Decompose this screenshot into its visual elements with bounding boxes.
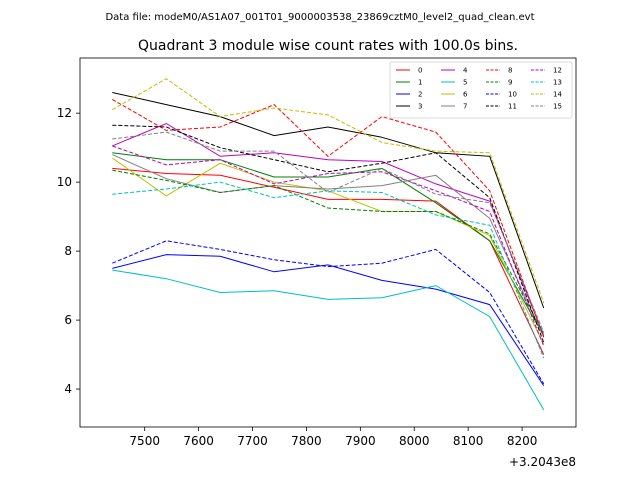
legend-label-4: 4 <box>463 67 468 75</box>
x-tick-label: 8100 <box>453 434 484 448</box>
x-tick-label: 7600 <box>183 434 214 448</box>
series-line-9 <box>112 169 545 335</box>
legend-label-0: 0 <box>418 67 422 75</box>
series-line-2 <box>112 254 545 386</box>
y-tick-label: 4 <box>64 382 72 396</box>
legend-label-8: 8 <box>508 67 512 75</box>
chart-title: Quadrant 3 module wise count rates with … <box>138 38 518 54</box>
x-tick-label: 7900 <box>345 434 376 448</box>
series-line-13 <box>112 181 545 359</box>
y-tick-label: 6 <box>64 313 72 327</box>
series-line-8 <box>112 98 545 338</box>
legend-label-13: 13 <box>553 79 562 87</box>
series-line-1 <box>112 152 545 336</box>
x-axis-ticks: 7500 7600 7700 7800 7900 8000 8100 8200 <box>129 427 537 448</box>
legend-label-12: 12 <box>553 67 562 75</box>
y-axis-ticks: 4 6 8 10 12 <box>57 106 80 396</box>
x-tick-label: 8000 <box>399 434 430 448</box>
legend-label-5: 5 <box>463 79 467 87</box>
axes-frame <box>79 57 577 428</box>
x-offset-label: +3.2043e8 <box>509 455 576 469</box>
series-line-5 <box>112 269 545 411</box>
legend-label-6: 6 <box>463 91 468 99</box>
legend-label-1: 1 <box>418 79 422 87</box>
y-tick-label: 8 <box>64 244 72 258</box>
x-tick-label: 7700 <box>237 434 268 448</box>
y-tick-label: 10 <box>57 175 72 189</box>
series-layer <box>112 78 545 411</box>
series-line-3 <box>112 92 545 309</box>
legend-box <box>389 61 573 119</box>
legend-label-3: 3 <box>418 103 422 111</box>
legend-label-9: 9 <box>508 79 512 87</box>
x-tick-label: 7800 <box>291 434 322 448</box>
series-line-12 <box>112 145 545 347</box>
legend-label-11: 11 <box>508 103 517 111</box>
suptitle: Data file: modeM0/AS1A07_001T01_90000035… <box>105 12 534 23</box>
x-tick-label: 8200 <box>507 434 538 448</box>
series-line-11 <box>112 124 545 343</box>
legend-label-2: 2 <box>418 91 422 99</box>
series-line-15 <box>112 131 545 333</box>
legend-label-10: 10 <box>508 91 517 99</box>
x-tick-label: 7500 <box>129 434 160 448</box>
series-line-10 <box>112 240 545 385</box>
series-line-7 <box>112 154 545 338</box>
legend-label-14: 14 <box>553 91 562 99</box>
series-line-14 <box>112 78 545 304</box>
legend-label-15: 15 <box>553 103 562 111</box>
legend-label-7: 7 <box>463 103 467 111</box>
y-tick-label: 12 <box>57 106 72 120</box>
